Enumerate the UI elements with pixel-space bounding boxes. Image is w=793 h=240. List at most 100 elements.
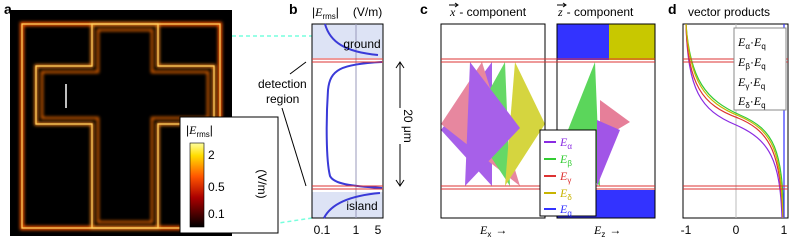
arrow: → <box>495 223 507 237</box>
panel-title: vector products <box>688 5 770 19</box>
legend-entry: Eq <box>559 202 572 218</box>
subscript: q <box>761 62 765 71</box>
legend: Eα Eβ Eγ Eδ Eq <box>544 135 572 218</box>
operator: · <box>750 35 754 49</box>
x-tick-label: 5 <box>375 223 382 237</box>
z-block <box>557 24 609 60</box>
legend: Eα·Eq Eβ·Eq Eγ·Eq Eδ·Eq <box>737 35 766 110</box>
colorbar-tick: 0.1 <box>208 207 225 221</box>
symbol: E <box>188 123 197 137</box>
plot-frame <box>556 23 656 219</box>
panel-title: |Erms| (V/m) <box>312 5 382 21</box>
subscript: α <box>745 42 750 51</box>
x-tick-label: 1 <box>781 223 788 237</box>
symbol: E <box>737 35 746 49</box>
subscript: rms <box>322 12 335 21</box>
x-axis-label: Ex → <box>479 223 507 239</box>
symbol: E <box>559 135 568 149</box>
unit: (V/m) <box>353 5 382 19</box>
subscript: q <box>761 101 765 110</box>
symbol: E <box>559 152 568 166</box>
panel-title: x- component <box>449 5 527 19</box>
x-tick-label: 1 <box>353 223 360 237</box>
title-text: - component <box>567 5 634 19</box>
arrow: → <box>609 223 621 237</box>
legend-entry: Eα·Eq <box>737 35 766 51</box>
scale-arrows <box>395 61 405 187</box>
subscript: δ <box>567 193 572 202</box>
x-tick-label: 0 <box>733 223 740 237</box>
vector-arrow <box>557 2 567 8</box>
title-text: - component <box>459 5 526 19</box>
region-label: ground <box>343 37 380 51</box>
symbol: E <box>737 94 746 108</box>
plot-frame <box>311 23 384 219</box>
subscript: γ <box>567 176 571 185</box>
subscript: z <box>601 230 605 239</box>
scale-label: 20 μm <box>401 109 415 143</box>
symbol: E <box>479 223 488 237</box>
legend-entry: Eβ·Eq <box>737 55 766 71</box>
symbol: E <box>314 5 323 19</box>
colorbar-tick: 2 <box>208 148 215 162</box>
bar: | <box>210 123 213 137</box>
legend-box <box>539 129 597 217</box>
legend-entry: Eβ <box>559 152 572 168</box>
vector-arrow <box>449 2 459 8</box>
annotation: detection <box>258 77 307 91</box>
subscript: q <box>567 209 571 218</box>
bar: | <box>312 5 315 19</box>
legend-entry: Eδ·Eq <box>737 94 766 110</box>
operator: · <box>750 55 754 69</box>
plot-frame <box>440 23 546 219</box>
symbol: E <box>737 55 746 69</box>
z-block <box>609 24 655 60</box>
symbol: E <box>753 94 762 108</box>
x-tick-label: -1 <box>681 223 692 237</box>
symbol: E <box>753 35 762 49</box>
subscript: q <box>761 82 765 91</box>
vector: z <box>557 5 563 19</box>
panel-label: c <box>420 1 428 17</box>
subscript: rms <box>196 130 209 139</box>
pointer <box>289 61 307 75</box>
bar: | <box>186 123 189 137</box>
scale-bg <box>394 108 407 144</box>
island-region <box>312 192 383 218</box>
region-label: island <box>346 199 377 213</box>
colorbar-title: |Erms| <box>186 123 213 139</box>
x-component-fans <box>441 62 545 186</box>
symbol: E <box>737 75 746 89</box>
symbol: E <box>593 223 602 237</box>
vector: x <box>449 5 456 19</box>
x-axis-label: Ez → <box>593 223 621 239</box>
panel-label: d <box>668 1 677 17</box>
symbol: E <box>752 75 761 89</box>
symbol: E <box>559 202 568 216</box>
colorbar-unit: (V/m) <box>255 169 269 198</box>
subscript: γ <box>745 82 749 91</box>
annotation: region <box>266 92 299 106</box>
subscript: x <box>487 230 491 239</box>
detection-lines <box>312 58 383 190</box>
subscript: β <box>567 159 572 168</box>
bar: | <box>336 5 339 19</box>
symbol: E <box>559 186 568 200</box>
operator: · <box>749 75 753 89</box>
subscript: δ <box>745 101 750 110</box>
legend-entry: Eγ·Eq <box>737 75 765 91</box>
pointer <box>281 107 307 187</box>
operator: · <box>750 94 754 108</box>
ground-region <box>312 24 383 58</box>
legend-entry: Eγ <box>559 169 571 185</box>
legend-entry: Eα <box>559 135 572 151</box>
x-tick-label: 0.1 <box>314 223 331 237</box>
panel-label: a <box>4 1 12 17</box>
field-curve <box>323 23 383 219</box>
panel-label: b <box>289 1 298 17</box>
legend-box <box>733 27 787 111</box>
symbol: E <box>559 169 568 183</box>
panel-title: z - component <box>557 5 634 19</box>
